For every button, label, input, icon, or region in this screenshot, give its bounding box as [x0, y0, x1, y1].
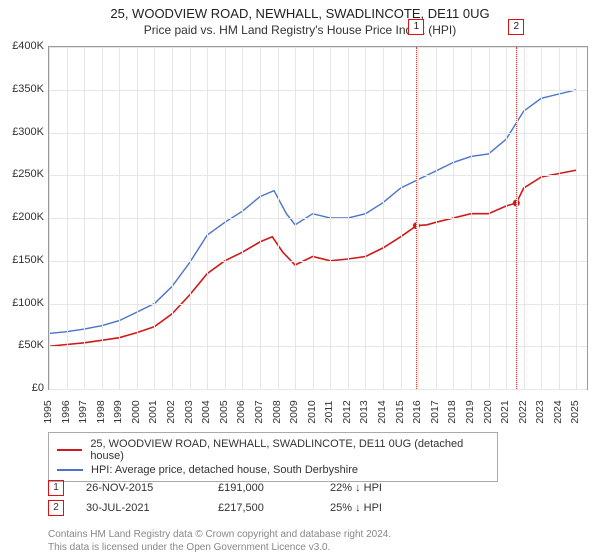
x-tick-label: 2016 [411, 400, 423, 423]
gridline-v [348, 47, 349, 389]
x-tick-label: 2002 [165, 400, 177, 423]
gridline-v [576, 47, 577, 389]
sale-delta: 25% ↓ HPI [330, 502, 382, 514]
gridline-v [365, 47, 366, 389]
gridline-v [154, 47, 155, 389]
legend-swatch [57, 449, 82, 451]
sale-price: £191,000 [218, 482, 308, 494]
x-tick-label: 2020 [482, 400, 494, 423]
sale-marker: 1 [48, 480, 64, 496]
sale-date: 30-JUL-2021 [86, 502, 196, 514]
x-tick-label: 2009 [288, 400, 300, 423]
sale-price: £217,500 [218, 502, 308, 514]
gridline-v [489, 47, 490, 389]
y-tick-label: £0 [0, 382, 44, 394]
x-tick-label: 2008 [271, 400, 283, 423]
gridline-v [541, 47, 542, 389]
footer-attribution: Contains HM Land Registry data © Crown c… [48, 528, 588, 554]
chart-container: 25, WOODVIEW ROAD, NEWHALL, SWADLINCOTE,… [0, 0, 600, 560]
legend: 25, WOODVIEW ROAD, NEWHALL, SWADLINCOTE,… [48, 432, 498, 482]
x-tick-label: 2025 [569, 400, 581, 423]
x-tick-label: 2011 [323, 401, 335, 424]
gridline-v [278, 47, 279, 389]
x-tick-label: 2022 [517, 400, 529, 423]
x-tick-label: 1998 [95, 400, 107, 423]
sale-row: 2 30-JUL-2021 £217,500 25% ↓ HPI [48, 498, 588, 518]
footer-line-1: Contains HM Land Registry data © Crown c… [48, 528, 588, 541]
gridline-h [49, 389, 587, 390]
x-tick-label: 1999 [112, 400, 124, 423]
gridline-v [471, 47, 472, 389]
y-tick-label: £200K [0, 211, 44, 223]
gridline-v [207, 47, 208, 389]
sale-date: 26-NOV-2015 [86, 482, 196, 494]
y-tick-label: £400K [0, 40, 44, 52]
y-tick-label: £100K [0, 297, 44, 309]
x-tick-label: 2018 [446, 400, 458, 423]
x-tick-label: 2007 [253, 400, 265, 423]
gridline-v [559, 47, 560, 389]
sale-row: 1 26-NOV-2015 £191,000 22% ↓ HPI [48, 478, 588, 498]
sale-marker: 2 [48, 500, 64, 516]
x-tick-label: 2012 [341, 400, 353, 423]
x-tick-label: 2013 [358, 400, 370, 423]
x-tick-label: 2021 [499, 400, 511, 423]
gridline-v [84, 47, 85, 389]
gridline-v [383, 47, 384, 389]
legend-label: 25, WOODVIEW ROAD, NEWHALL, SWADLINCOTE,… [90, 438, 489, 462]
gridline-v [49, 47, 50, 389]
gridline-v [190, 47, 191, 389]
y-tick-label: £250K [0, 168, 44, 180]
x-tick-label: 1997 [77, 400, 89, 423]
footer-line-2: This data is licensed under the Open Gov… [48, 541, 588, 554]
legend-label: HPI: Average price, detached house, Sout… [91, 464, 358, 476]
gridline-v [313, 47, 314, 389]
sales-table: 1 26-NOV-2015 £191,000 22% ↓ HPI 2 30-JUL-202… [48, 478, 588, 518]
x-tick-label: 1996 [60, 400, 72, 423]
x-tick-label: 2001 [147, 400, 159, 423]
x-tick-label: 2003 [183, 400, 195, 423]
gridline-v [242, 47, 243, 389]
gridline-v [401, 47, 402, 389]
gridline-v [102, 47, 103, 389]
x-tick-label: 2005 [218, 400, 230, 423]
marker-flag: 2 [508, 19, 524, 35]
gridline-v [119, 47, 120, 389]
x-tick-label: 2014 [376, 400, 388, 423]
y-tick-label: £350K [0, 83, 44, 95]
legend-swatch [57, 469, 83, 471]
y-tick-label: £50K [0, 339, 44, 351]
sale-delta: 22% ↓ HPI [330, 482, 382, 494]
marker-flag: 1 [408, 19, 424, 35]
marker-line [516, 47, 517, 389]
plot-area: 12 [48, 46, 588, 390]
gridline-v [137, 47, 138, 389]
x-tick-label: 2024 [552, 400, 564, 423]
legend-row: HPI: Average price, detached house, Sout… [57, 463, 489, 477]
x-tick-label: 1995 [42, 400, 54, 423]
gridline-v [330, 47, 331, 389]
x-tick-label: 2017 [429, 400, 441, 423]
gridline-v [172, 47, 173, 389]
gridline-v [453, 47, 454, 389]
x-tick-label: 2010 [306, 400, 318, 423]
y-tick-label: £150K [0, 254, 44, 266]
x-tick-label: 2015 [394, 400, 406, 423]
x-tick-label: 2004 [200, 400, 212, 423]
x-tick-label: 2023 [534, 400, 546, 423]
gridline-v [524, 47, 525, 389]
gridline-v [260, 47, 261, 389]
x-tick-label: 2006 [235, 400, 247, 423]
gridline-v [225, 47, 226, 389]
gridline-v [436, 47, 437, 389]
gridline-v [295, 47, 296, 389]
gridline-v [67, 47, 68, 389]
y-tick-label: £300K [0, 126, 44, 138]
gridline-v [506, 47, 507, 389]
x-tick-label: 2019 [464, 400, 476, 423]
marker-line [416, 47, 417, 389]
x-tick-label: 2000 [130, 400, 142, 423]
legend-row: 25, WOODVIEW ROAD, NEWHALL, SWADLINCOTE,… [57, 437, 489, 463]
